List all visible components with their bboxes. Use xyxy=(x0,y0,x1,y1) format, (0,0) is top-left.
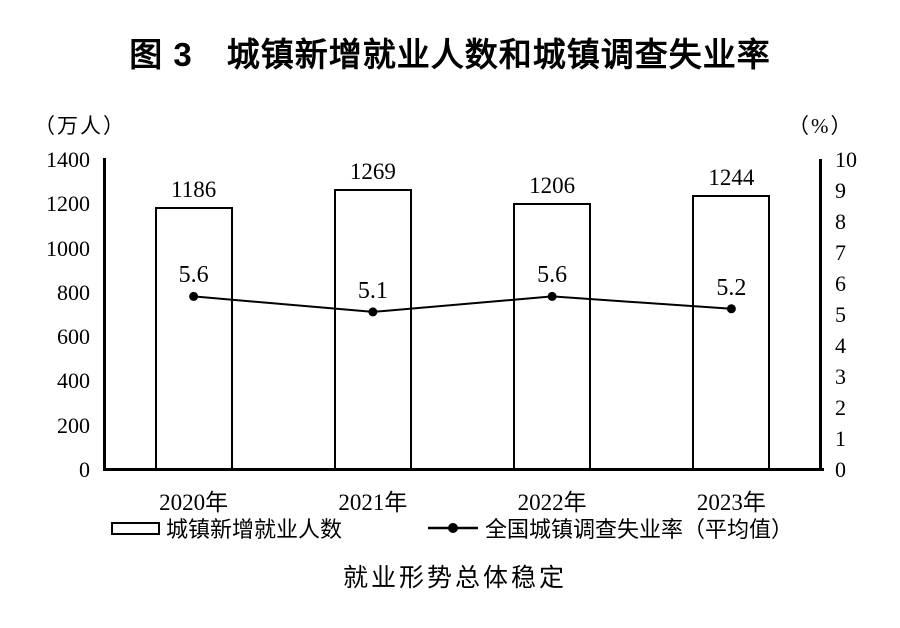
left-axis-tick-label: 200 xyxy=(57,412,90,438)
x-axis-category-label: 2022年 xyxy=(517,490,587,515)
legend-item-line: 全国城镇调查失业率（平均值） xyxy=(427,512,793,544)
right-axis-tick-label: 4 xyxy=(835,333,846,358)
right-axis-tick-label: 5 xyxy=(835,302,846,327)
chart-caption: 就业形势总体稳定 xyxy=(342,565,567,592)
bar-2020年 xyxy=(154,207,233,470)
right-axis-unit-label: （%） xyxy=(788,114,854,138)
bar-2022年 xyxy=(513,202,592,470)
line-legend-label: 全国城镇调查失业率（平均值） xyxy=(485,517,794,542)
bar-legend-label: 城镇新增就业人数 xyxy=(166,517,343,542)
bar-legend-swatch xyxy=(111,521,160,535)
left-axis-tick-label: 600 xyxy=(57,324,90,350)
bar-2021年 xyxy=(333,189,412,470)
left-axis-line xyxy=(103,158,106,471)
legend-item-bar: 城镇新增就业人数 xyxy=(111,512,342,544)
left-axis-tick-label: 1200 xyxy=(46,191,90,217)
line-value-label: 5.1 xyxy=(357,277,388,304)
right-axis-tick-label: 0 xyxy=(835,457,846,482)
chart-title: 图 3 城镇新增就业人数和城镇调查失业率 xyxy=(129,36,771,73)
left-axis-tick-label: 0 xyxy=(79,457,90,482)
x-axis-category-label: 2020年 xyxy=(159,490,229,515)
right-axis-line xyxy=(819,159,822,471)
line-legend-swatch xyxy=(428,523,478,533)
left-axis-tick-label: 1400 xyxy=(46,147,90,172)
right-axis-tick-label: 9 xyxy=(835,178,846,203)
line-value-label: 5.6 xyxy=(178,262,209,289)
x-axis-category-label: 2021年 xyxy=(338,490,408,515)
unemployment-rate-line xyxy=(193,295,732,313)
left-axis-tick-label: 800 xyxy=(57,279,90,305)
bar-2023年 xyxy=(692,194,771,470)
right-axis-tick-label: 6 xyxy=(835,271,846,296)
bar-value-label: 1269 xyxy=(349,159,396,184)
left-axis-tick-label: 1000 xyxy=(46,235,90,261)
bar-value-label: 1186 xyxy=(171,177,217,203)
x-axis-category-label: 2023年 xyxy=(696,490,766,515)
bar-value-label: 1206 xyxy=(529,172,576,198)
right-axis-tick-label: 7 xyxy=(835,240,846,265)
right-axis-tick-label: 1 xyxy=(835,426,846,451)
line-value-label: 5.2 xyxy=(716,274,747,301)
right-axis-tick-label: 3 xyxy=(835,364,846,389)
bar-value-label: 1244 xyxy=(708,164,755,190)
line-value-label: 5.6 xyxy=(537,262,568,289)
x-axis-line xyxy=(103,468,824,471)
right-axis-tick-label: 8 xyxy=(835,209,846,234)
right-axis-tick-label: 10 xyxy=(835,147,857,172)
right-axis-tick-label: 2 xyxy=(835,395,846,420)
left-axis-unit-label: （万人） xyxy=(34,114,126,138)
left-axis-tick-label: 400 xyxy=(57,368,90,394)
